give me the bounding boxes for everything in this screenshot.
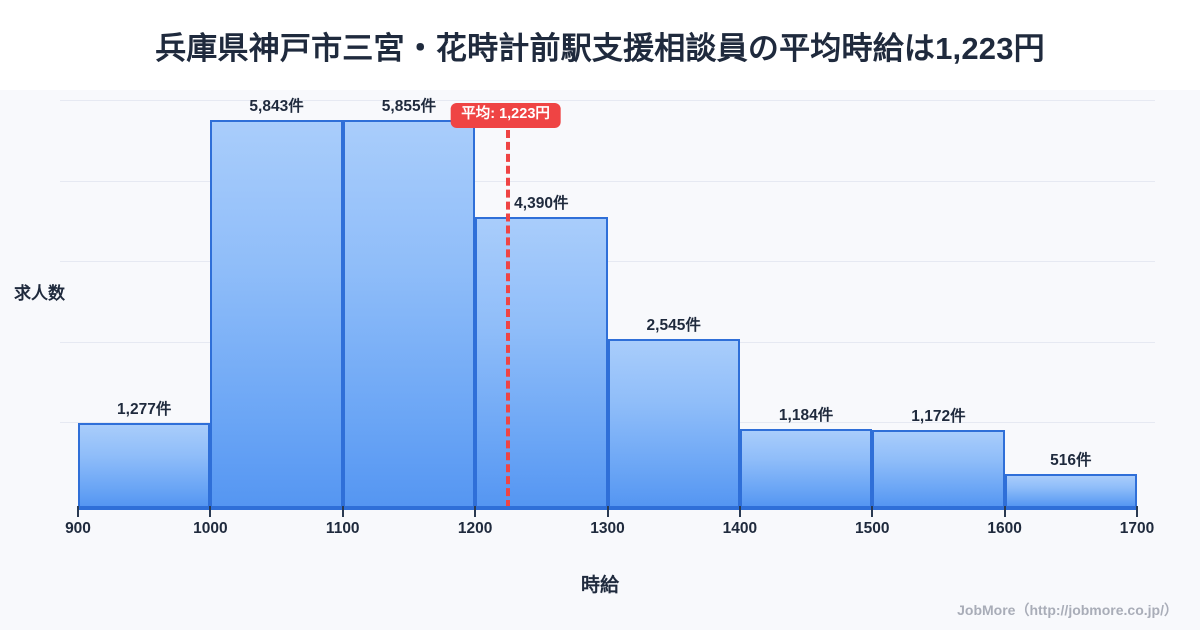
x-axis-tick-label: 1700 xyxy=(1119,520,1155,537)
histogram-bar[interactable] xyxy=(739,429,873,508)
average-dashed-line xyxy=(505,118,510,508)
x-axis-tick-label: 1100 xyxy=(325,520,360,537)
bar-value-label: 2,545件 xyxy=(646,317,701,335)
x-axis-tick xyxy=(1136,506,1138,517)
x-axis-tick xyxy=(606,506,609,517)
histogram-bar[interactable] xyxy=(1004,473,1137,508)
x-axis-title: 時給 xyxy=(580,575,619,596)
x-axis-tick-label: 1500 xyxy=(855,520,890,537)
histogram-bar[interactable] xyxy=(475,216,608,508)
bar-value-label: 5,843件 xyxy=(249,98,304,116)
bar-value-label: 5,855件 xyxy=(381,97,437,115)
x-axis-tick-label: 1000 xyxy=(193,520,228,537)
y-axis-title: 求人数 xyxy=(14,284,65,303)
x-axis-ticks: 900 1000 1100 1200 1300 1400 1500 1600 1700 xyxy=(65,506,1154,537)
bar-series: 1,277件 5,843件 5,855件 4,390件 2,545件 1,184件 1,17… xyxy=(78,90,1137,508)
x-axis-tick xyxy=(77,506,79,517)
x-axis-tick-label: 1400 xyxy=(722,520,758,537)
histogram-bar[interactable] xyxy=(607,339,740,508)
footer-credit: JobMore（http://jobmore.co.jp/） xyxy=(957,602,1178,618)
x-axis-tick-label: 1200 xyxy=(457,520,493,537)
chart-header: 兵庫県神戸市三宮・花時計前駅支援相談員の平均時給は1,223円 xyxy=(0,0,1200,90)
x-axis-tick xyxy=(1003,506,1006,517)
average-badge[interactable]: 平均: 1,223円 xyxy=(450,103,561,128)
histogram-bar[interactable] xyxy=(78,423,211,508)
x-axis-tick-label: 900 xyxy=(65,520,91,537)
x-axis-tick-label: 1600 xyxy=(987,520,1022,537)
x-axis-tick xyxy=(474,506,477,517)
histogram-bar[interactable] xyxy=(210,120,343,508)
x-axis-tick xyxy=(341,506,344,517)
plot-area: 1,277件 5,843件 5,855件 4,390件 2,545件 1,184件 1,17… xyxy=(60,90,1155,508)
page-title: 兵庫県神戸市三宮・花時計前駅支援相談員の平均時給は1,223円 xyxy=(155,30,1045,66)
x-axis-tick xyxy=(871,506,874,517)
histogram-bar[interactable] xyxy=(872,430,1005,508)
x-axis-tick-label: 1300 xyxy=(590,520,625,537)
bar-value-label: 516件 xyxy=(1050,451,1092,469)
x-axis-tick xyxy=(209,506,212,517)
bar-value-label: 1,172件 xyxy=(911,408,966,426)
bar-value-label: 1,277件 xyxy=(117,401,172,419)
histogram-bar[interactable] xyxy=(342,119,476,508)
bar-value-label: 1,184件 xyxy=(778,407,834,425)
bar-value-label: 4,390件 xyxy=(514,194,569,212)
x-axis-tick xyxy=(738,506,741,517)
